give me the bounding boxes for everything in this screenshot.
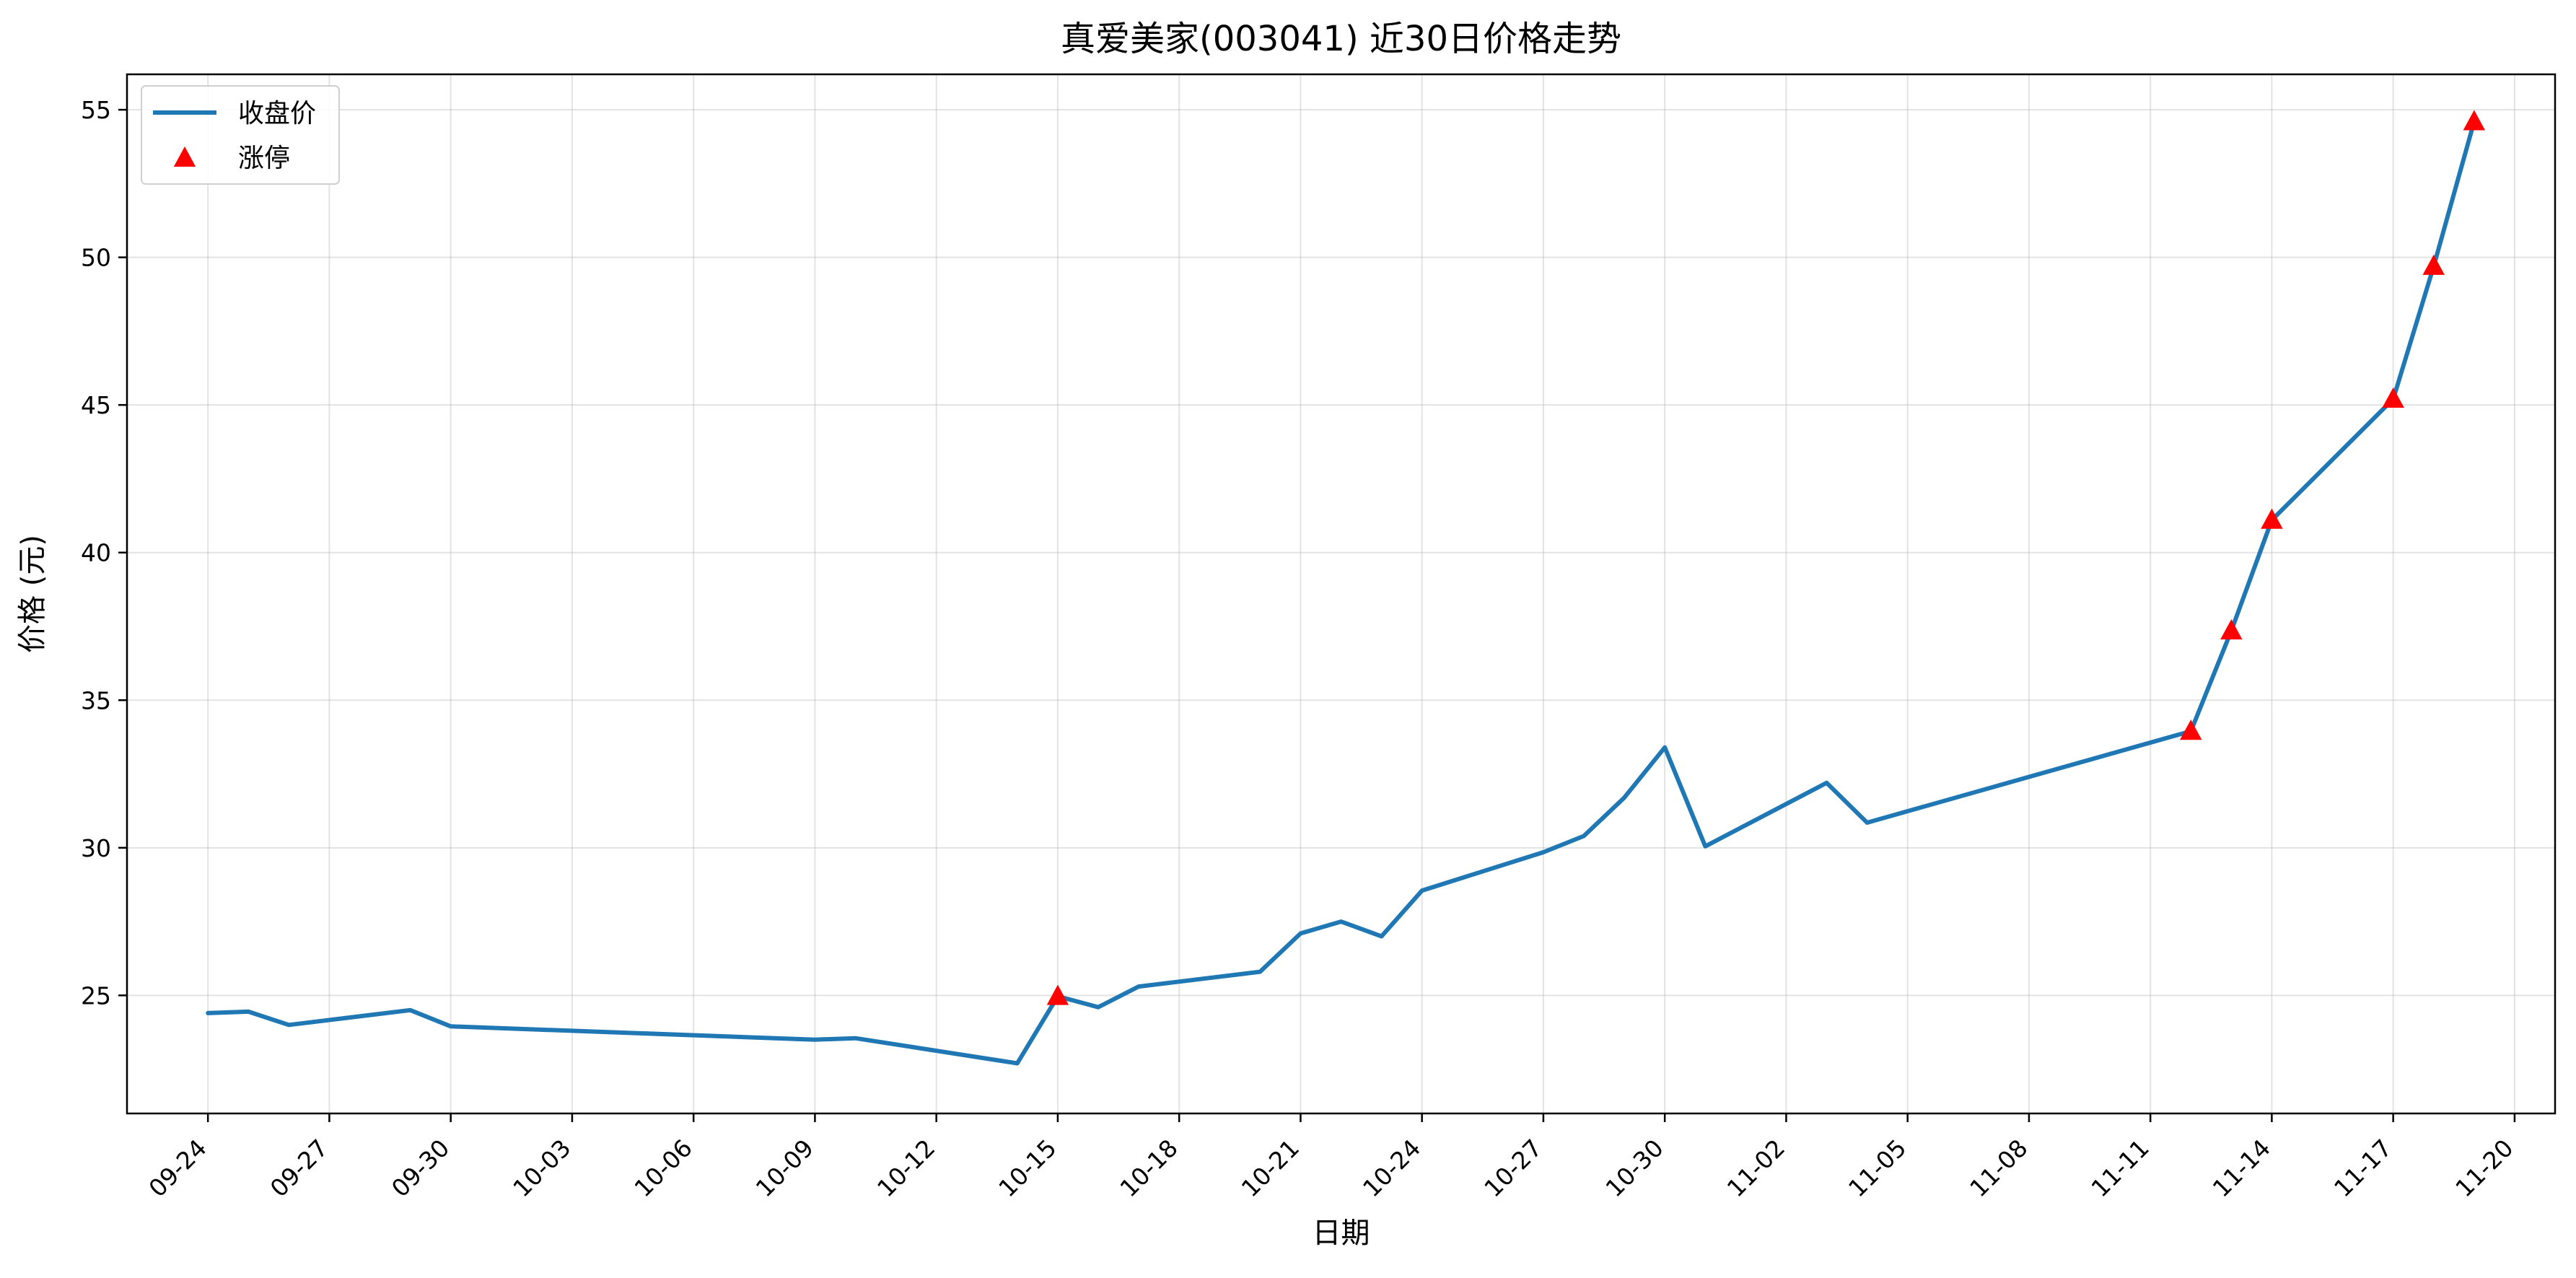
limit-up-marker	[2180, 719, 2202, 740]
chart-title: 真爱美家(003041) 近30日价格走势	[1061, 19, 1621, 59]
legend-swatch-triangle	[173, 146, 196, 167]
x-tick-label: 10-18	[1114, 1134, 1183, 1202]
y-tick-label: 25	[81, 981, 111, 1010]
limit-up-marker	[2261, 508, 2283, 529]
x-tick-label: 11-02	[1722, 1134, 1790, 1202]
y-tick-label: 50	[81, 244, 111, 272]
x-tick-label: 10-30	[1600, 1134, 1668, 1202]
x-tick-label: 10-12	[872, 1134, 940, 1202]
plot-area-frame	[126, 73, 2557, 1115]
y-tick-label: 30	[81, 834, 111, 862]
x-axis-title: 日期	[1313, 1217, 1370, 1250]
x-tick-label: 11-17	[2329, 1134, 2397, 1202]
limit-up-marker	[2220, 619, 2243, 640]
y-tick-label: 55	[81, 96, 111, 124]
x-tick-label: 10-09	[750, 1134, 819, 1202]
x-tick-label: 11-11	[2085, 1134, 2154, 1202]
x-tick-label: 11-05	[1843, 1134, 1911, 1202]
x-tick-label: 11-20	[2450, 1134, 2518, 1202]
close-price-line	[206, 119, 2476, 1066]
grid	[127, 74, 2555, 1113]
x-tick-label: 11-14	[2207, 1134, 2276, 1202]
limit-up-marker	[1046, 984, 1069, 1005]
x-tick-label: 09-24	[143, 1134, 211, 1202]
x-tick-label: 10-27	[1478, 1134, 1547, 1202]
x-tick-label: 10-15	[993, 1134, 1061, 1202]
y-tick-label: 45	[81, 391, 111, 419]
y-axis-title: 价格 (元)	[16, 535, 49, 653]
y-tick-label: 35	[81, 686, 111, 714]
legend-label-close-price: 收盘价	[238, 99, 316, 128]
legend-label-limit-up: 涨停	[238, 144, 290, 173]
x-tick-label: 10-06	[628, 1134, 697, 1202]
x-tick-label: 11-08	[1964, 1134, 2033, 1202]
x-tick-label: 10-03	[507, 1134, 576, 1202]
x-tick-label: 09-30	[386, 1134, 455, 1202]
x-tick-label: 10-21	[1236, 1134, 1305, 1202]
x-tick-label: 10-24	[1357, 1134, 1426, 1202]
series-layer	[206, 110, 2486, 1066]
legend: 收盘价 涨停	[141, 85, 340, 185]
limit-up-marker	[2463, 110, 2486, 131]
x-tick-label: 09-27	[265, 1134, 333, 1202]
limit-up-marker	[2422, 254, 2445, 275]
axis-ticks: 09-24 09-27 09-30 10-03 10-06 10-09 10-12 10-15…	[81, 96, 2519, 1202]
y-tick-label: 40	[81, 539, 111, 567]
limit-up-marker	[2382, 388, 2404, 408]
